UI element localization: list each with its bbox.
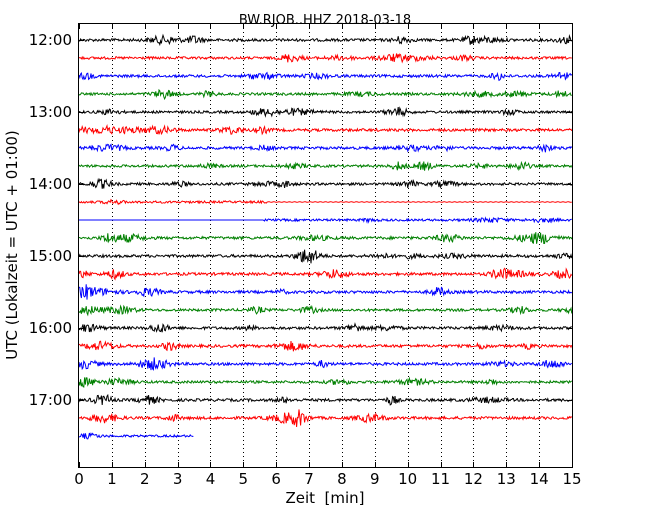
- x-axis: 0 1 2 3 4 5 6 7 8 9 10 11 12 13 14 15: [74, 24, 582, 488]
- y-axis-label: UTC (Lokalzeit = UTC + 01:00): [3, 130, 21, 360]
- trace-line: [78, 409, 573, 428]
- trace-line: [78, 53, 572, 64]
- trace-line: [78, 249, 573, 264]
- trace-line: [78, 357, 573, 371]
- y-tick-label: 16:00: [29, 319, 72, 337]
- trace-line: [78, 322, 572, 333]
- x-axis-label: Zeit [min]: [285, 489, 364, 507]
- trace-group: [78, 33, 573, 440]
- plot-frame: [78, 23, 573, 468]
- x-tick-label: 0: [74, 470, 84, 488]
- x-tick-label: 12: [464, 470, 483, 488]
- x-tick-label: 11: [431, 470, 450, 488]
- trace-line: [79, 216, 572, 224]
- trace-line: [78, 393, 573, 406]
- x-tick-label: 8: [337, 470, 347, 488]
- x-tick-label: 13: [497, 470, 516, 488]
- trace-line: [78, 177, 572, 189]
- trace-line: [78, 33, 572, 47]
- x-tick-label: 7: [304, 470, 314, 488]
- x-tick-label: 9: [370, 470, 380, 488]
- y-tick-label: 14:00: [29, 175, 72, 193]
- trace-line: [78, 232, 573, 245]
- y-axis: 12:00 13:00 14:00 15:00 16:00 17:00: [29, 31, 572, 409]
- trace-line: [78, 267, 573, 281]
- x-tick-label: 6: [271, 470, 281, 488]
- y-tick-label: 12:00: [29, 31, 72, 49]
- trace-line: [78, 376, 573, 388]
- trace-line: [78, 71, 573, 82]
- x-tick-label: 5: [239, 470, 249, 488]
- y-tick-label: 15:00: [29, 247, 72, 265]
- y-tick-label: 17:00: [29, 391, 72, 409]
- x-tick-label: 1: [107, 470, 117, 488]
- x-tick-label: 3: [173, 470, 183, 488]
- trace-line: [78, 160, 573, 172]
- trace-line: [78, 284, 573, 300]
- x-tick-label: 2: [140, 470, 150, 488]
- trace-line: [78, 198, 572, 206]
- x-tick-label: 15: [562, 470, 581, 488]
- trace-line: [78, 123, 573, 136]
- x-tick-label: 4: [206, 470, 216, 488]
- trace-line: [78, 106, 573, 118]
- chart-title: BW.RJOB..HHZ 2018-03-18: [239, 13, 411, 28]
- trace-line: [78, 340, 573, 352]
- x-tick-label: 14: [530, 470, 549, 488]
- trace-line: [78, 304, 573, 317]
- trace-line: [78, 432, 194, 440]
- trace-line: [78, 88, 572, 101]
- x-tick-label: 10: [398, 470, 417, 488]
- y-tick-label: 13:00: [29, 103, 72, 121]
- trace-line: [78, 143, 573, 153]
